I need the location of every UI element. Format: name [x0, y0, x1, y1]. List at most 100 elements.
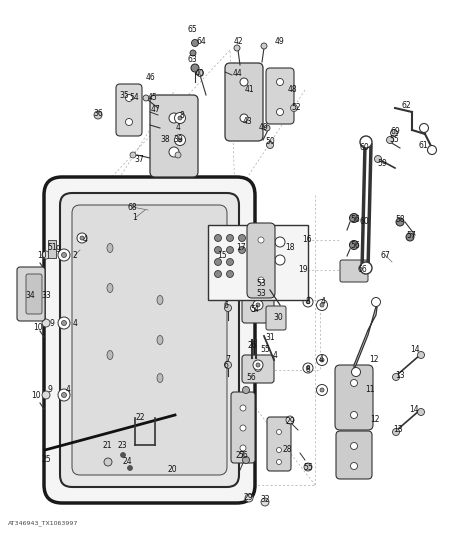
Text: 64: 64	[196, 37, 206, 46]
Circle shape	[317, 300, 328, 311]
Text: 60: 60	[359, 217, 369, 227]
Circle shape	[240, 425, 246, 431]
Circle shape	[418, 408, 425, 416]
Circle shape	[391, 130, 398, 136]
FancyBboxPatch shape	[60, 193, 239, 487]
Circle shape	[360, 262, 372, 274]
Text: 31: 31	[265, 334, 275, 343]
Text: 4: 4	[65, 385, 71, 394]
Circle shape	[77, 233, 87, 243]
Text: 7: 7	[226, 356, 230, 365]
Text: 39: 39	[173, 135, 183, 144]
Text: 61: 61	[418, 141, 428, 149]
Circle shape	[360, 136, 372, 148]
Text: 67: 67	[380, 251, 390, 260]
Circle shape	[266, 141, 273, 149]
Text: 13: 13	[395, 370, 405, 379]
Text: 50: 50	[265, 138, 275, 147]
FancyBboxPatch shape	[231, 392, 255, 463]
Circle shape	[258, 292, 266, 300]
Circle shape	[169, 113, 179, 123]
Circle shape	[62, 392, 66, 398]
Text: 28: 28	[282, 446, 292, 455]
Circle shape	[275, 255, 285, 265]
FancyBboxPatch shape	[116, 84, 142, 136]
Circle shape	[169, 147, 179, 157]
Circle shape	[349, 214, 358, 222]
Circle shape	[58, 389, 70, 401]
Circle shape	[258, 237, 264, 243]
Circle shape	[352, 367, 361, 376]
FancyBboxPatch shape	[17, 267, 45, 321]
Circle shape	[225, 304, 231, 311]
Text: 41: 41	[244, 85, 254, 94]
Text: 51: 51	[47, 243, 57, 252]
Circle shape	[419, 124, 428, 133]
Ellipse shape	[107, 284, 113, 293]
Circle shape	[227, 259, 234, 265]
Circle shape	[261, 498, 269, 506]
Text: 5: 5	[251, 305, 255, 314]
Circle shape	[291, 104, 298, 111]
Circle shape	[392, 374, 400, 381]
Circle shape	[350, 379, 357, 386]
Text: 29: 29	[285, 417, 295, 426]
Circle shape	[243, 456, 249, 464]
Circle shape	[320, 388, 324, 392]
Text: 30: 30	[273, 313, 283, 322]
Text: 59: 59	[377, 158, 387, 167]
Text: 10: 10	[33, 324, 43, 333]
Text: 37: 37	[134, 155, 144, 164]
FancyBboxPatch shape	[208, 225, 308, 300]
Circle shape	[175, 152, 181, 158]
Text: 9: 9	[50, 319, 55, 327]
Text: 55: 55	[389, 135, 399, 144]
Polygon shape	[80, 415, 210, 500]
Text: 10: 10	[37, 251, 47, 260]
Text: 69: 69	[390, 127, 400, 136]
Circle shape	[349, 240, 358, 249]
Text: 56: 56	[246, 374, 256, 383]
Circle shape	[178, 116, 182, 120]
Circle shape	[174, 112, 185, 124]
Text: 33: 33	[41, 290, 51, 300]
Text: 46: 46	[146, 74, 156, 83]
Text: 21: 21	[102, 441, 112, 450]
Circle shape	[234, 45, 240, 51]
Circle shape	[276, 78, 283, 85]
Ellipse shape	[157, 295, 163, 304]
Text: 47: 47	[151, 106, 161, 115]
Circle shape	[42, 251, 50, 259]
Circle shape	[256, 363, 260, 367]
Circle shape	[275, 237, 285, 247]
Text: 56: 56	[350, 241, 360, 251]
Circle shape	[238, 246, 246, 254]
Circle shape	[386, 136, 393, 143]
Circle shape	[303, 297, 313, 307]
Circle shape	[227, 271, 234, 278]
Text: 52: 52	[291, 102, 301, 111]
Text: 8: 8	[306, 366, 310, 375]
Circle shape	[243, 386, 249, 393]
Circle shape	[276, 448, 282, 453]
Text: 53: 53	[256, 289, 266, 298]
Circle shape	[215, 246, 221, 254]
Circle shape	[276, 459, 282, 464]
Text: 62: 62	[401, 101, 411, 109]
FancyBboxPatch shape	[72, 205, 227, 475]
Text: 38: 38	[160, 135, 170, 144]
Circle shape	[245, 494, 253, 502]
Circle shape	[240, 405, 246, 411]
Text: 19: 19	[298, 265, 308, 274]
FancyBboxPatch shape	[336, 431, 372, 479]
Text: 49: 49	[259, 123, 269, 132]
Text: 32: 32	[260, 496, 270, 505]
Circle shape	[350, 442, 357, 449]
Circle shape	[120, 453, 126, 457]
Text: 2: 2	[73, 251, 77, 260]
Circle shape	[128, 465, 133, 471]
Circle shape	[406, 233, 414, 241]
Circle shape	[350, 463, 357, 470]
Text: 4: 4	[319, 356, 323, 365]
Circle shape	[80, 236, 84, 240]
